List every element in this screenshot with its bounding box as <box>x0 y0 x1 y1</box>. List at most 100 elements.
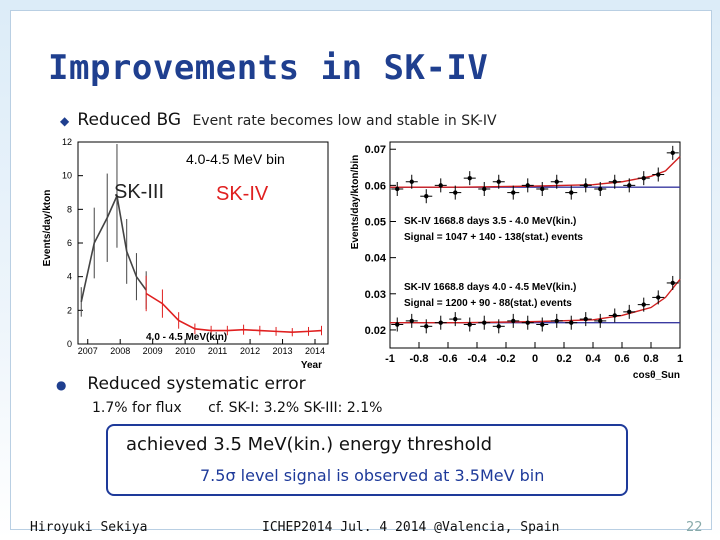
solar-point-s0 <box>612 179 617 184</box>
solar-point-s1 <box>583 316 588 322</box>
highlight-line1: achieved 3.5 MeV(kin.) energy threshold <box>126 434 493 455</box>
solar-annotation-1-line2: Signal = 1047 + 140 - 138(stat.) events <box>404 232 583 243</box>
rate-ytick: 0 <box>67 339 72 349</box>
solar-point-s0 <box>424 194 429 199</box>
solar-point-s1 <box>482 320 487 325</box>
rate-xtick: 2014 <box>305 346 325 356</box>
rate-chart: Events/day/kton 0 2 4 6 8 10 12 2007 2008 2009 20… <box>42 137 329 371</box>
solar-ytick: 0.03 <box>365 289 386 301</box>
solar-point-s0 <box>641 175 646 181</box>
solar-point-s1 <box>641 302 646 307</box>
rate-ylabel: Events/day/kton <box>42 190 53 267</box>
footer-author: Hiroyuki Sekiya <box>30 520 148 535</box>
solar-point-s1 <box>467 322 472 327</box>
solar-point-s0 <box>583 183 588 188</box>
solar-point-s1 <box>627 309 632 315</box>
bullet-reduced-systematic: ● Reduced systematic error <box>56 374 306 394</box>
highlight-box: achieved 3.5 MeV(kin.) energy threshold … <box>106 424 628 496</box>
solar-point-s1 <box>598 318 603 324</box>
solar-point-s1 <box>453 316 458 322</box>
bullet2-text: Reduced systematic error <box>87 374 306 394</box>
solar-point-s1 <box>525 320 530 325</box>
bullet-sub: Event rate becomes low and stable in SK-… <box>192 113 497 129</box>
rate-ytick: 8 <box>67 204 72 214</box>
solar-point-s0 <box>540 186 545 192</box>
rate-xtick: 2007 <box>78 346 98 356</box>
rate-series-line-1 <box>145 292 322 334</box>
solar-xtick: 0.8 <box>643 353 658 365</box>
bullet-icon: ● <box>56 378 67 392</box>
solar-ytick: 0.04 <box>365 253 387 265</box>
solar-xtick: -0.2 <box>497 353 516 365</box>
rate-ytick: 12 <box>62 137 72 147</box>
bullet-reduced-bg: ◆ Reduced BG Event rate becomes low and … <box>60 110 497 130</box>
solar-annotation-2-line1: SK-IV 1668.8 days 4.0 - 4.5 MeV(kin.) <box>404 282 576 293</box>
solar-annotation-2-line2: Signal = 1200 + 90 - 88(stat.) events <box>404 298 572 309</box>
solar-ytick: 0.06 <box>365 180 386 192</box>
solar-fit-line-2 <box>390 155 681 188</box>
rate-xtick: 2010 <box>175 346 195 356</box>
footer-conference: ICHEP2014 Jul. 4 2014 @Valencia, Spain <box>262 520 560 535</box>
solar-point-s0 <box>511 190 516 195</box>
solar-point-s1 <box>424 324 429 329</box>
solar-point-s1 <box>540 322 545 327</box>
solar-point-s0 <box>525 183 530 188</box>
solar-point-s0 <box>598 186 603 192</box>
rate-ytick: 6 <box>67 238 72 248</box>
rate-bin-label: 4.0-4.5 MeV bin <box>186 151 285 167</box>
solar-xlabel: cosθ_Sun <box>633 370 680 381</box>
rate-xlabel: Year <box>301 360 322 371</box>
solar-point-s0 <box>569 190 574 195</box>
highlight-line2: 7.5σ level signal is observed at 3.5MeV … <box>200 466 545 485</box>
solar-ytick: 0.07 <box>365 144 386 156</box>
rate-xtick: 2008 <box>110 346 130 356</box>
solar-xtick: -1 <box>385 353 395 365</box>
era-label-sk4: SK-IV <box>216 183 269 205</box>
rate-ytick: 10 <box>62 171 72 181</box>
solar-point-s1 <box>656 295 661 300</box>
page-number: 22 <box>686 520 703 535</box>
systematic-line: 1.7% for flux cf. SK-I: 3.2% SK-III: 2.1… <box>92 400 382 416</box>
solar-point-s1 <box>395 322 400 327</box>
solar-point-s1 <box>511 318 516 324</box>
solar-xtick: 0.4 <box>585 353 601 365</box>
solar-point-s1 <box>670 280 675 286</box>
solar-point-s0 <box>482 186 487 192</box>
bullet-icon: ◆ <box>60 114 70 128</box>
rate-ytick: 4 <box>67 272 72 282</box>
solar-fit-line-3 <box>390 278 681 324</box>
solar-xtick: -0.4 <box>468 353 488 365</box>
solar-xtick: 0.2 <box>556 353 571 365</box>
solar-point-s1 <box>409 318 414 324</box>
solar-point-s1 <box>612 313 617 318</box>
solar-point-s0 <box>409 179 414 184</box>
solar-point-s0 <box>496 179 501 184</box>
solar-point-s0 <box>670 150 675 156</box>
rate-xtick: 2012 <box>240 346 260 356</box>
solar-point-s0 <box>627 183 632 188</box>
solar-xtick: 0.6 <box>614 353 629 365</box>
rate-xtick: 2011 <box>208 346 227 356</box>
solar-point-s0 <box>453 190 458 195</box>
solar-ytick: 0.05 <box>365 217 386 229</box>
solar-point-s0 <box>395 186 400 192</box>
solar-xtick: -0.8 <box>410 353 429 365</box>
solar-point-s1 <box>438 320 443 325</box>
rate-ytick: 2 <box>67 305 72 315</box>
rate-plot-area <box>77 141 329 345</box>
rate-xtick: 2009 <box>143 346 163 356</box>
rate-footnote: 4.0 - 4.5 MeV(kin) <box>146 332 227 343</box>
solar-point-s0 <box>656 172 661 177</box>
solar-point-s1 <box>569 320 574 325</box>
solar-point-s0 <box>467 175 472 181</box>
solar-xtick: 1 <box>677 353 683 365</box>
solar-angle-chart: Events/day/kton/bin 0.02 0.03 0.04 0.05 0.06… <box>350 141 683 381</box>
era-label-sk3: SK-III <box>114 181 164 203</box>
bullet-main: Reduced BG <box>77 110 182 130</box>
slide-title: Improvements in SK-IV <box>48 48 489 88</box>
systematic-sk4: 1.7% for flux <box>92 400 182 416</box>
solar-point-s0 <box>554 179 559 184</box>
solar-point-s1 <box>554 318 559 324</box>
systematic-compare: cf. SK-I: 3.2% SK-III: 2.1% <box>208 400 383 416</box>
